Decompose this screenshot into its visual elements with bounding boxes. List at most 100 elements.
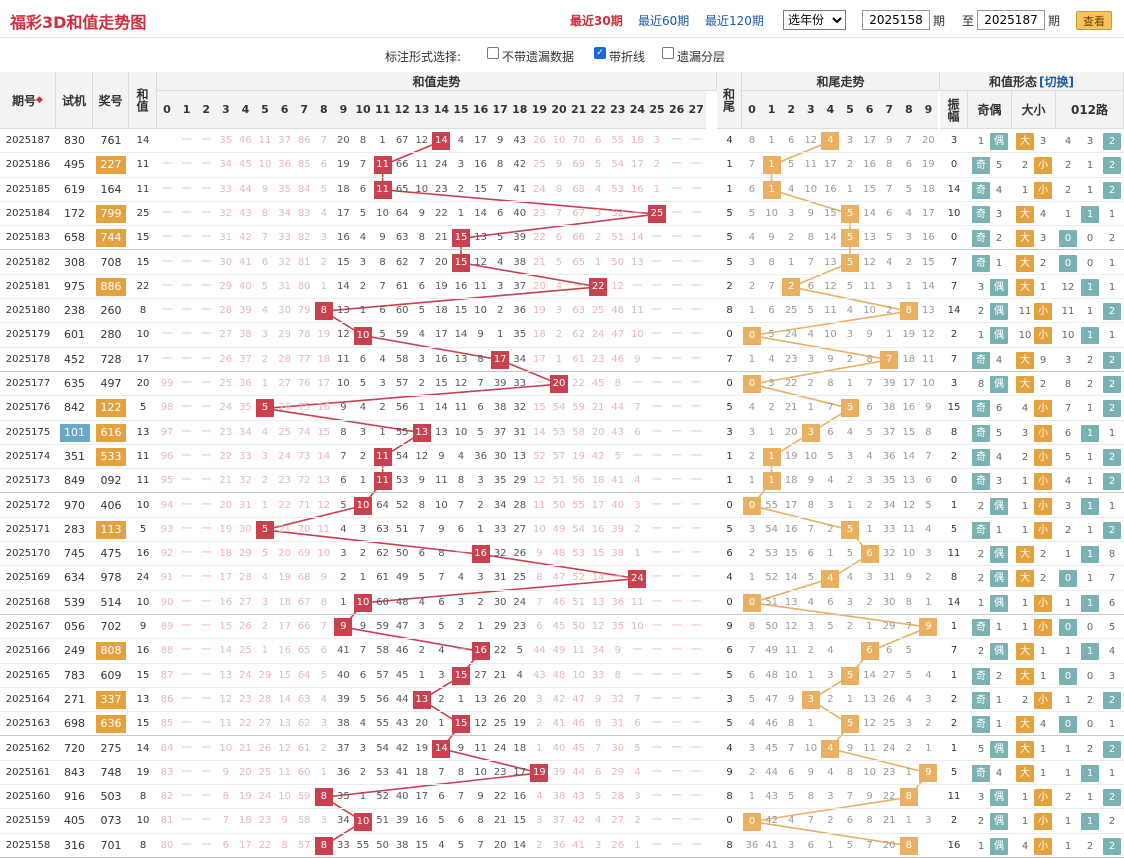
tail-miss-cell: 9 <box>866 791 873 803</box>
tail-hit-mark: 0 <box>743 812 761 831</box>
sum-hit-mark: 10 <box>354 812 372 831</box>
sum-miss-cell: 35 <box>493 475 507 487</box>
road-2: 2 <box>1103 691 1121 709</box>
switch-link[interactable]: [切换] <box>1039 74 1074 89</box>
sum-miss-cell: 41 <box>395 766 409 778</box>
sum-miss-cell: 7 <box>320 621 327 632</box>
sum-miss-cell: 一 <box>651 548 662 560</box>
sum-miss-cell: 51 <box>572 596 585 608</box>
option-label: 标注形式选择: <box>385 50 462 64</box>
sum-miss-cell: 6 <box>634 718 641 730</box>
sum-miss-cell: 17 <box>219 572 233 584</box>
to-issue-input[interactable] <box>977 10 1045 30</box>
tail-miss-cell: 1 <box>866 621 873 632</box>
tail-col-1: 1 <box>761 91 782 129</box>
sum-miss-cell: 6 <box>457 523 465 535</box>
sum-miss-cell: 3 <box>379 378 386 389</box>
sum-cell: 10 <box>136 815 150 827</box>
sum-miss-cell: 34 <box>513 353 527 365</box>
tail-miss-cell: 5 <box>925 499 932 511</box>
road-0: 1 <box>1064 597 1072 609</box>
award-value: 406 <box>100 498 122 512</box>
sum-miss-cell: 20 <box>493 839 507 851</box>
sum-miss-cell: 2 <box>477 499 484 511</box>
size-small: 1 <box>1039 743 1047 755</box>
tail-cell: 3 <box>726 426 733 438</box>
sum-miss-cell: 62 <box>376 548 389 560</box>
sum-miss-cell: 7 <box>359 645 367 657</box>
layer-checkbox[interactable] <box>662 47 674 59</box>
sum-miss-cell: 36 <box>611 596 625 608</box>
sum-hit-mark: 5 <box>256 520 274 539</box>
recent-120-link[interactable]: 最近120期 <box>705 14 764 28</box>
sum-miss-cell: 43 <box>533 669 546 681</box>
recent-30-link[interactable]: 最近30期 <box>570 14 623 28</box>
road-1: 2 <box>1086 379 1094 390</box>
no-omit-label: 不带遗漏数据 <box>502 50 575 64</box>
sum-miss-cell: 4 <box>438 645 445 657</box>
header-issue[interactable]: 期号 ◆ <box>0 72 56 129</box>
no-omit-checkbox[interactable] <box>487 47 499 59</box>
sum-miss-cell: 一 <box>651 596 662 608</box>
road-0: 2 <box>1064 160 1072 172</box>
polyline-checkbox[interactable]: ✓ <box>594 47 606 59</box>
recent-60-link[interactable]: 最近60期 <box>638 14 690 28</box>
sum-miss-cell: 一 <box>201 742 212 754</box>
sum-miss-cell: 48 <box>552 548 566 560</box>
trial-value: 634 <box>64 571 85 585</box>
sum-miss-cell: 一 <box>691 815 702 827</box>
trial-value: 271 <box>64 692 85 706</box>
tail-miss-cell: 12 <box>804 135 818 146</box>
issue-cell: 2025164 <box>5 693 51 705</box>
sum-miss-cell: 44 <box>533 645 546 657</box>
tail-miss-cell: 8 <box>807 499 814 511</box>
sum-miss-cell: 30 <box>239 523 252 535</box>
sum-miss-cell: 77 <box>297 353 311 365</box>
sum-miss-cell: 一 <box>651 232 662 244</box>
tail-miss-cell: 1 <box>846 378 854 389</box>
tail-miss-cell: 16 <box>922 232 935 244</box>
year-select[interactable]: 选年份 <box>783 10 846 30</box>
query-button[interactable]: 查看 <box>1076 11 1112 30</box>
tail-miss-cell: 3 <box>827 791 834 803</box>
sum-cell: 8 <box>139 839 147 851</box>
sum-miss-cell: 23 <box>278 475 291 487</box>
sum-miss-cell: 10 <box>552 135 566 146</box>
trial-value: 842 <box>64 401 85 415</box>
sum-miss-cell: 19 <box>317 329 331 341</box>
sum-miss-cell: 一 <box>691 135 702 146</box>
trial-value: 658 <box>64 231 85 245</box>
sum-miss-cell: 52 <box>572 572 585 584</box>
sum-miss-cell: 8 <box>457 475 465 487</box>
sum-miss-cell: 10 <box>631 621 644 632</box>
sum-miss-cell: 10 <box>415 183 429 195</box>
road-0: 1 <box>1064 549 1072 561</box>
from-issue-input[interactable] <box>862 10 930 30</box>
tail-miss-cell: 25 <box>882 718 896 730</box>
sum-miss-cell: 35 <box>278 183 291 195</box>
tail-miss-cell: 3 <box>748 426 756 438</box>
tail-miss-cell: 3 <box>886 280 893 292</box>
tail-cell: 0 <box>726 499 733 511</box>
sum-miss-cell: 28 <box>239 572 252 584</box>
sum-miss-cell: 25 <box>258 766 272 778</box>
sum-miss-cell: 一 <box>671 572 682 584</box>
tail-cell: 0 <box>726 596 733 608</box>
parity-odd: 奇 <box>972 764 990 782</box>
sum-miss-cell: 一 <box>691 207 702 219</box>
sum-hit-mark: 15 <box>452 666 470 685</box>
sum-miss-cell: 39 <box>611 523 625 535</box>
tail-miss-cell: 1 <box>905 280 912 292</box>
sum-miss-cell: 4 <box>261 305 269 317</box>
sum-miss-cell: 12 <box>219 693 233 705</box>
sum-hit-mark: 10 <box>354 326 372 345</box>
sum-miss-cell: 9 <box>281 815 288 827</box>
size-small: 小 <box>1034 400 1052 418</box>
